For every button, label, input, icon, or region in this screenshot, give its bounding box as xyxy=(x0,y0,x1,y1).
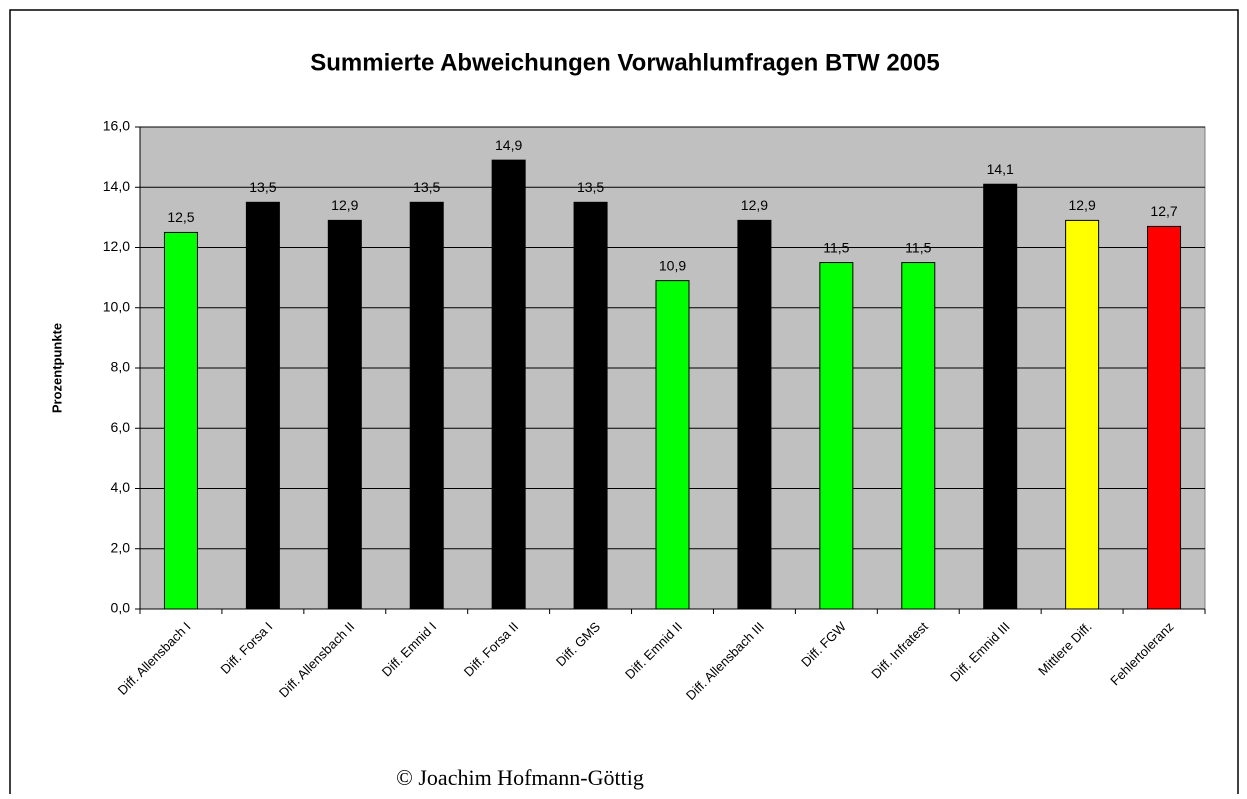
value-label: 13,5 xyxy=(249,179,276,195)
y-tick-label: 6,0 xyxy=(111,419,131,435)
value-label: 13,5 xyxy=(413,179,440,195)
x-tick-label: Diff. Emnid III xyxy=(947,619,1013,685)
y-tick-label: 14,0 xyxy=(103,178,130,194)
x-tick-label: Diff. Allensbach II xyxy=(276,619,357,700)
value-label: 12,9 xyxy=(1068,197,1095,213)
value-label: 10,9 xyxy=(659,257,686,273)
bar xyxy=(327,219,362,610)
x-tick-label: Diff. FGW xyxy=(798,618,849,669)
value-label: 13,5 xyxy=(577,179,604,195)
y-tick-label: 12,0 xyxy=(103,238,130,254)
bar xyxy=(1065,219,1100,610)
x-tick-label: Diff. Allensbach I xyxy=(115,619,194,698)
x-tick-label: Diff. Forsa II xyxy=(461,619,522,680)
x-tick-label: Diff. Emnid II xyxy=(622,619,685,682)
value-label: 12,9 xyxy=(331,197,358,213)
x-tick-label: Mittlere Diff. xyxy=(1035,619,1094,678)
bar xyxy=(409,201,444,610)
bar xyxy=(983,183,1018,610)
value-label: 14,9 xyxy=(495,137,522,153)
frame xyxy=(9,9,1239,799)
bar xyxy=(573,201,608,610)
value-label: 12,7 xyxy=(1150,203,1177,219)
bar xyxy=(737,219,772,610)
x-tick-label: Diff. GMS xyxy=(553,619,604,670)
y-tick-label: 4,0 xyxy=(111,479,131,495)
x-tick-label: Diff. Forsa I xyxy=(217,619,275,677)
value-label: 11,5 xyxy=(905,239,931,255)
y-tick-label: 8,0 xyxy=(111,359,131,375)
bar xyxy=(491,159,526,610)
bar xyxy=(655,280,690,610)
x-tick-label: Diff. Allensbach III xyxy=(683,619,767,703)
value-label: 14,1 xyxy=(987,161,1014,177)
bar xyxy=(819,262,854,610)
chart-title: Summierte Abweichungen Vorwahlumfragen B… xyxy=(310,49,939,76)
bar xyxy=(163,231,198,610)
y-tick-label: 2,0 xyxy=(111,539,131,555)
x-tick-label: Fehlertoleranz xyxy=(1107,619,1176,688)
value-label: 12,9 xyxy=(741,197,768,213)
y-axis-label: Prozentpunkte xyxy=(49,323,64,413)
y-tick-label: 16,0 xyxy=(103,118,130,134)
value-label: 12,5 xyxy=(167,209,194,225)
y-tick-label: 10,0 xyxy=(103,298,130,314)
y-tick-label: 0,0 xyxy=(111,600,131,616)
credit: © Joachim Hofmann-Göttig xyxy=(396,765,644,790)
x-tick-label: Diff. Emnid I xyxy=(379,619,440,680)
x-tick-label: Diff. Infratest xyxy=(868,619,931,682)
bar xyxy=(1147,225,1182,610)
bar xyxy=(245,201,280,610)
bar xyxy=(901,262,936,610)
value-label: 11,5 xyxy=(823,239,849,255)
